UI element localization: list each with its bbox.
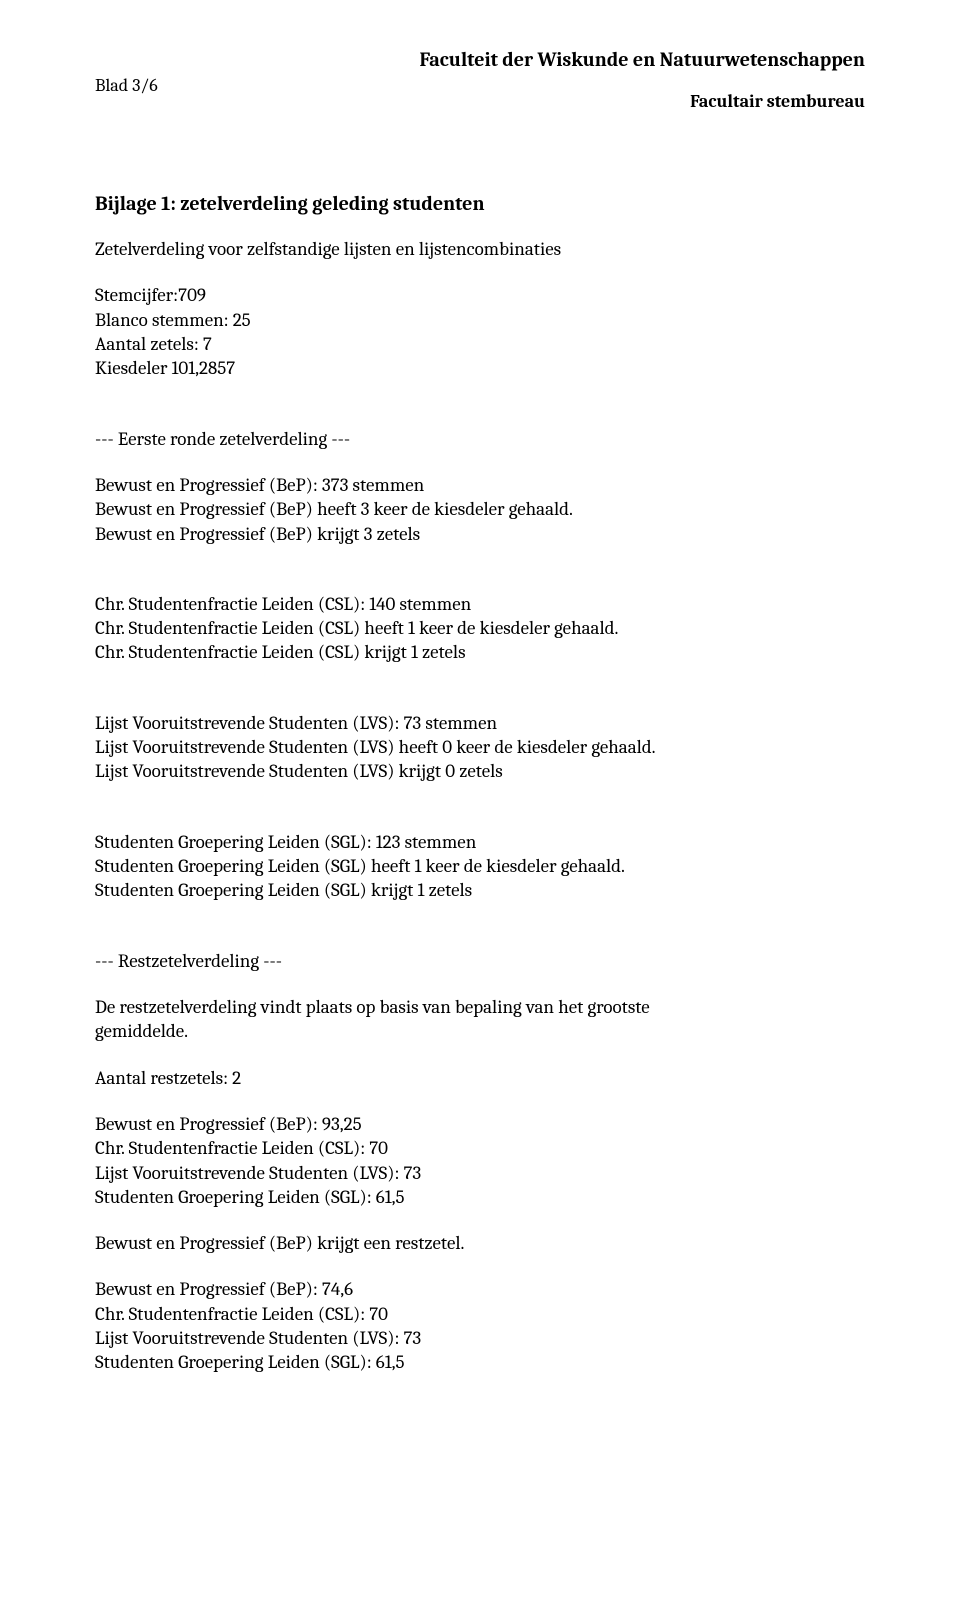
lvs-l1: Lijst Vooruitstrevende Studenten (LVS): … [95,711,865,735]
blanco-line: Blanco stemmen: 25 [95,308,865,332]
rest1-l1: Bewust en Progressief (BeP): 93,25 [95,1112,865,1136]
rest-block1: Bewust en Progressief (BeP): 93,25 Chr. … [95,1112,865,1209]
rest-count: Aantal restzetels: 2 [95,1066,865,1090]
intro-subtitle: Zetelverdeling voor zelfstandige lijsten… [95,237,865,261]
bep-block: Bewust en Progressief (BeP): 373 stemmen… [95,473,865,546]
document-page: Blad 3/6 Faculteit der Wiskunde en Natuu… [0,0,960,1605]
csl-l2: Chr. Studentenfractie Leiden (CSL) heeft… [95,616,865,640]
csl-l3: Chr. Studentenfractie Leiden (CSL) krijg… [95,640,865,664]
stats-block: Stemcijfer:709 Blanco stemmen: 25 Aantal… [95,283,865,380]
rest2-l2: Chr. Studentenfractie Leiden (CSL): 70 [95,1302,865,1326]
round1-heading: --- Eerste ronde zetelverdeling --- [95,427,865,451]
rest-award1: Bewust en Progressief (BeP) krijgt een r… [95,1231,865,1255]
csl-l1: Chr. Studentenfractie Leiden (CSL): 140 … [95,592,865,616]
rest2-l4: Studenten Groepering Leiden (SGL): 61,5 [95,1350,865,1374]
kiesdeler-line: Kiesdeler 101,2857 [95,356,865,380]
rest-block2: Bewust en Progressief (BeP): 74,6 Chr. S… [95,1277,865,1374]
lvs-block: Lijst Vooruitstrevende Studenten (LVS): … [95,711,865,784]
document-title: Bijlage 1: zetelverdeling geleding stude… [95,192,865,215]
faculty-header: Faculteit der Wiskunde en Natuurwetensch… [95,48,865,71]
rest-desc-l1: De restzetelverdeling vindt plaats op ba… [95,995,865,1019]
rest2-l1: Bewust en Progressief (BeP): 74,6 [95,1277,865,1301]
rest1-l4: Studenten Groepering Leiden (SGL): 61,5 [95,1185,865,1209]
rest2-l3: Lijst Vooruitstrevende Studenten (LVS): … [95,1326,865,1350]
bep-l2: Bewust en Progressief (BeP) heeft 3 keer… [95,497,865,521]
zetels-line: Aantal zetels: 7 [95,332,865,356]
page-number: Blad 3/6 [95,75,158,96]
bureau-header: Facultair stembureau [95,91,865,112]
rest-desc: De restzetelverdeling vindt plaats op ba… [95,995,865,1044]
sgl-l3: Studenten Groepering Leiden (SGL) krijgt… [95,878,865,902]
rest-desc-l2: gemiddelde. [95,1019,865,1043]
sgl-l2: Studenten Groepering Leiden (SGL) heeft … [95,854,865,878]
csl-block: Chr. Studentenfractie Leiden (CSL): 140 … [95,592,865,665]
rest1-l3: Lijst Vooruitstrevende Studenten (LVS): … [95,1161,865,1185]
stemcijfer-line: Stemcijfer:709 [95,283,865,307]
lvs-l2: Lijst Vooruitstrevende Studenten (LVS) h… [95,735,865,759]
rest-heading: --- Restzetelverdeling --- [95,949,865,973]
sgl-block: Studenten Groepering Leiden (SGL): 123 s… [95,830,865,903]
rest1-l2: Chr. Studentenfractie Leiden (CSL): 70 [95,1136,865,1160]
bep-l1: Bewust en Progressief (BeP): 373 stemmen [95,473,865,497]
bep-l3: Bewust en Progressief (BeP) krijgt 3 zet… [95,522,865,546]
sgl-l1: Studenten Groepering Leiden (SGL): 123 s… [95,830,865,854]
lvs-l3: Lijst Vooruitstrevende Studenten (LVS) k… [95,759,865,783]
